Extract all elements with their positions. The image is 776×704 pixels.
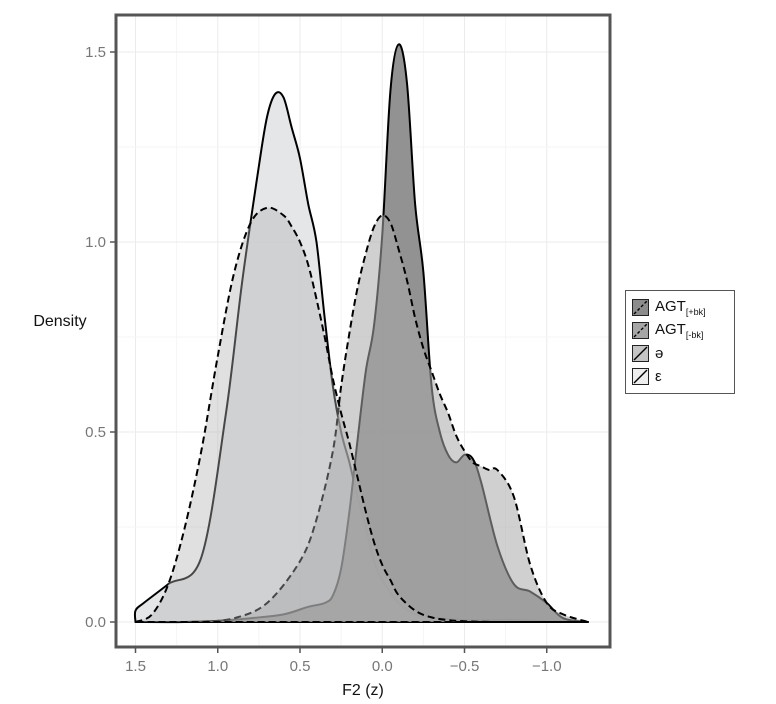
- legend-item: AGT[+bk]: [632, 296, 728, 319]
- density-area: [135, 215, 588, 623]
- y-tick-label: 1.5: [85, 44, 106, 61]
- x-tick-label: 0.0: [372, 658, 393, 675]
- density-area: [135, 207, 588, 623]
- x-tick-label: 1.5: [125, 658, 146, 675]
- legend-key-swatch: [632, 368, 649, 385]
- y-tick-label: 1.0: [85, 234, 106, 251]
- legend-item: AGT[-bk]: [632, 319, 728, 342]
- density-areas: [133, 43, 589, 624]
- y-axis: 0.0 0.5 1.0 1.5: [85, 44, 116, 631]
- density-area: [134, 92, 588, 623]
- y-axis-title: Density: [33, 313, 86, 330]
- density-series-4: [134, 206, 589, 624]
- legend-label: ε: [655, 368, 662, 385]
- legend-item: ε: [632, 365, 728, 388]
- density-series-3: [134, 214, 589, 624]
- plot-panel-border: [114, 13, 612, 649]
- x-axis: 1.5 1.0 0.5 0.0 −0.5 −1.0: [125, 647, 562, 675]
- legend: AGT[+bk] AGT[-bk] ə ε: [625, 290, 735, 394]
- y-tick-label: 0.5: [85, 424, 106, 441]
- x-tick-label: −1.0: [532, 658, 562, 675]
- legend-key-swatch: [632, 345, 649, 362]
- legend-label: AGT: [655, 321, 686, 338]
- density-outline: [134, 206, 589, 624]
- legend-key-swatch: [632, 322, 649, 339]
- x-tick-label: 1.0: [207, 658, 228, 675]
- legend-item: ə: [632, 342, 728, 365]
- x-tick-label: −0.5: [450, 658, 480, 675]
- density-outline: [134, 214, 589, 624]
- x-tick-label: 0.5: [290, 658, 311, 675]
- legend-key-swatch: [632, 299, 649, 316]
- legend-label-subscript: [+bk]: [685, 307, 706, 317]
- legend-label: ə: [655, 345, 664, 362]
- x-axis-title: F2 (z): [342, 682, 384, 699]
- legend-label-subscript: [-bk]: [685, 330, 704, 340]
- legend-label: AGT: [655, 298, 686, 315]
- y-tick-label: 0.0: [85, 614, 106, 631]
